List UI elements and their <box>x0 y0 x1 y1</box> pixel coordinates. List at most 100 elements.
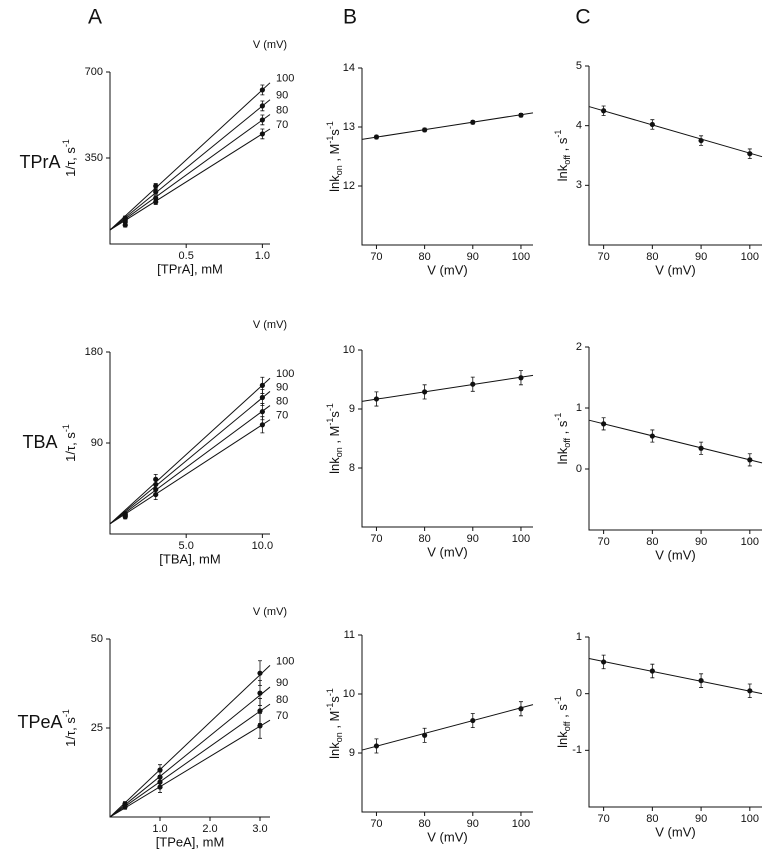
legend-title: V (mV) <box>253 319 287 331</box>
y-axis-label-part: 1/τ, s <box>63 432 78 462</box>
y-axis-label-part: -1 <box>553 130 563 138</box>
fit-line <box>361 112 534 140</box>
y-tick-label: 2 <box>576 341 582 353</box>
fit-line <box>109 405 271 525</box>
data-point <box>422 127 428 133</box>
data-point <box>153 189 159 195</box>
row-label: TPrA <box>19 152 60 172</box>
y-axis-label: lnkoff , s-1 <box>553 696 572 748</box>
data-point <box>122 222 128 228</box>
y-axis-label-part: 1/τ, s <box>63 717 78 747</box>
x-tick-label: 70 <box>597 536 609 548</box>
y-tick-label: 0 <box>576 463 582 475</box>
data-point <box>698 137 704 144</box>
y-axis-label-part: , s <box>555 704 570 722</box>
y-axis-label: lnkoff , s-1 <box>553 130 572 182</box>
data-point <box>601 659 607 665</box>
y-tick-label: 180 <box>85 346 103 358</box>
y-tick-label: 14 <box>343 62 355 74</box>
data-point <box>747 151 753 157</box>
x-tick-label: 70 <box>370 251 382 263</box>
y-axis-label-part: on <box>334 732 344 742</box>
series-label: 70 <box>276 119 288 131</box>
y-axis-label-part: , M <box>327 144 342 166</box>
y-axis-label-part: lnk <box>555 447 570 464</box>
fit-line <box>361 704 534 751</box>
data-point <box>122 804 128 810</box>
y-axis-label: lnkon , M-1s-1 <box>325 403 344 474</box>
y-tick-label: 9 <box>349 403 355 415</box>
x-tick-label: 1.0 <box>255 250 270 262</box>
data-point <box>257 690 263 696</box>
y-axis-label: lnkoff , s-1 <box>553 413 572 465</box>
y-axis-label-part: , M <box>327 711 342 733</box>
series-label: 80 <box>276 395 288 407</box>
row-label: TBA <box>22 432 57 452</box>
axes <box>109 352 270 535</box>
y-tick-label: 90 <box>91 437 103 449</box>
series-label: 100 <box>276 73 294 85</box>
data-point <box>470 717 476 724</box>
y-tick-label: 11 <box>344 629 355 641</box>
y-tick-label: 0 <box>576 688 582 700</box>
fit-line <box>109 82 271 231</box>
fit-line <box>588 658 763 695</box>
y-axis-label-part: lnk <box>555 164 570 181</box>
fit-line <box>109 686 271 818</box>
x-tick-label: 90 <box>467 533 479 545</box>
y-tick-label: 3 <box>576 179 582 191</box>
x-tick-label: 100 <box>741 536 759 548</box>
y-axis-label-part: off <box>562 721 572 731</box>
data-point <box>518 706 524 712</box>
y-axis-label-part: off <box>562 437 572 447</box>
y-tick-label: 4 <box>576 120 582 132</box>
x-axis-label: V (mV) <box>655 262 695 277</box>
data-point <box>259 87 265 93</box>
y-axis-label-part: , M <box>327 426 342 448</box>
data-point <box>259 131 265 137</box>
x-tick-label: 80 <box>646 251 658 263</box>
data-point <box>259 117 265 123</box>
data-point <box>649 668 655 674</box>
data-point <box>157 767 163 773</box>
data-point <box>122 514 128 520</box>
y-axis-label-part: -1 <box>61 424 71 432</box>
y-tick-label: 8 <box>349 462 355 474</box>
fit-line <box>109 128 271 231</box>
x-axis-label: V (mV) <box>655 547 695 562</box>
x-tick-label: 100 <box>741 251 759 263</box>
data-point <box>259 422 265 428</box>
axes <box>361 350 533 528</box>
x-tick-label: 80 <box>418 818 430 830</box>
series-label: 90 <box>276 90 288 102</box>
x-tick-label: 80 <box>418 251 430 263</box>
legend-title: V (mV) <box>253 39 287 51</box>
data-point <box>747 457 753 463</box>
data-point <box>601 421 607 427</box>
axes <box>588 637 762 808</box>
x-tick-label: 80 <box>646 813 658 825</box>
data-point <box>518 375 524 381</box>
legend-title: V (mV) <box>253 606 287 618</box>
x-tick-label: 100 <box>512 533 530 545</box>
data-point <box>373 134 380 140</box>
data-point <box>259 103 265 109</box>
y-tick-label: 5 <box>576 60 582 72</box>
x-axis-label: [TPrA], mM <box>157 261 223 276</box>
y-tick-label: 10 <box>343 344 355 356</box>
series-label: 90 <box>276 677 288 689</box>
fit-line <box>109 703 271 818</box>
x-tick-label: 80 <box>418 533 430 545</box>
x-tick-label: 70 <box>370 533 382 545</box>
series-label: 100 <box>276 368 294 380</box>
y-axis-label-part: -1 <box>325 403 335 411</box>
y-tick-label: 13 <box>343 121 355 133</box>
data-point <box>601 108 607 114</box>
data-point <box>470 381 476 387</box>
fit-line <box>109 719 271 818</box>
y-tick-label: 700 <box>85 66 103 78</box>
x-tick-label: 70 <box>370 818 382 830</box>
data-point <box>649 121 655 128</box>
x-tick-label: 100 <box>512 251 530 263</box>
y-axis-label-part: -1 <box>325 688 335 696</box>
